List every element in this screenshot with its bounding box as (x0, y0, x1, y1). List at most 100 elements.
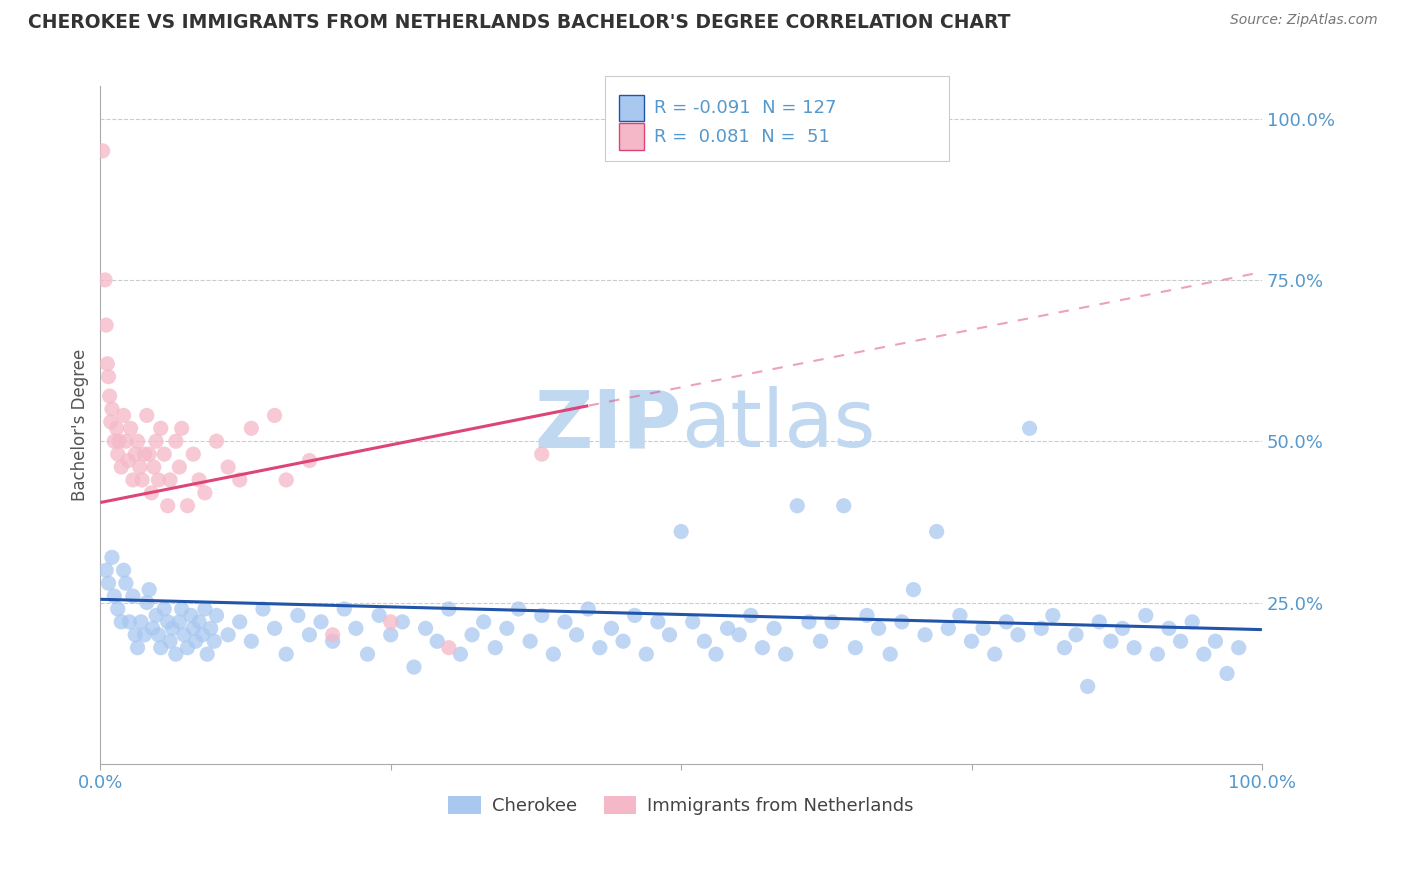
Point (124, 447, 146, 461)
Text: CHEROKEE VS IMMIGRANTS FROM NETHERLANDS BACHELOR'S DEGREE CORRELATION CHART: CHEROKEE VS IMMIGRANTS FROM NETHERLANDS … (28, 13, 1011, 32)
Point (856, 608, 879, 623)
Point (669, 524, 692, 539)
Point (925, 524, 948, 539)
Point (184, 634, 207, 648)
Point (426, 634, 449, 648)
Text: R = -0.091  N = 127: R = -0.091 N = 127 (654, 99, 837, 117)
Legend: Cherokee, Immigrants from Netherlands: Cherokee, Immigrants from Netherlands (441, 789, 921, 822)
Point (128, 460, 150, 475)
Point (380, 615, 402, 629)
Point (276, 473, 298, 487)
Text: ZIP: ZIP (534, 386, 681, 464)
Point (194, 602, 217, 616)
Point (380, 628, 402, 642)
Point (170, 602, 193, 616)
Point (94, 273, 117, 287)
Point (298, 453, 321, 467)
Point (148, 628, 170, 642)
Point (276, 647, 298, 661)
Point (530, 447, 553, 461)
Point (149, 421, 172, 435)
Point (461, 628, 484, 642)
Point (287, 608, 309, 623)
Point (415, 621, 437, 635)
Point (153, 447, 176, 461)
Point (356, 647, 378, 661)
Point (1111, 621, 1133, 635)
Point (240, 421, 263, 435)
Point (543, 647, 565, 661)
Point (263, 409, 285, 423)
Point (103, 589, 125, 603)
Point (127, 640, 149, 655)
Point (194, 486, 217, 500)
Point (134, 628, 156, 642)
Point (122, 589, 145, 603)
Point (879, 647, 901, 661)
Point (763, 621, 786, 635)
Point (868, 621, 890, 635)
Point (658, 628, 681, 642)
Point (141, 486, 163, 500)
Point (344, 621, 367, 635)
Point (101, 550, 124, 565)
Point (844, 640, 866, 655)
Point (120, 421, 142, 435)
Point (188, 473, 211, 487)
Point (142, 621, 165, 635)
Point (983, 647, 1005, 661)
Point (127, 434, 149, 449)
Point (205, 434, 228, 449)
Point (1053, 640, 1076, 655)
Point (217, 460, 239, 475)
Point (170, 421, 193, 435)
Point (1192, 647, 1215, 661)
Point (205, 608, 228, 623)
Point (101, 401, 124, 416)
Point (449, 647, 471, 661)
Point (98, 389, 121, 403)
Point (472, 615, 495, 629)
Point (1181, 615, 1204, 629)
Point (149, 640, 172, 655)
Point (612, 634, 634, 648)
Point (229, 615, 252, 629)
Point (252, 602, 274, 616)
Point (135, 409, 157, 423)
Point (1170, 634, 1192, 648)
Point (107, 602, 129, 616)
Point (589, 640, 612, 655)
Point (890, 615, 912, 629)
Point (322, 634, 344, 648)
Point (91, 144, 114, 158)
Point (145, 608, 167, 623)
Point (169, 460, 191, 475)
Point (565, 628, 588, 642)
Point (240, 634, 263, 648)
Point (105, 421, 128, 435)
Point (108, 434, 131, 449)
Point (995, 615, 1018, 629)
Point (135, 595, 157, 609)
Point (298, 628, 321, 642)
Point (110, 615, 132, 629)
Point (159, 473, 181, 487)
Point (263, 621, 285, 635)
Point (600, 621, 623, 635)
Point (960, 634, 983, 648)
Point (142, 460, 165, 475)
Point (165, 434, 187, 449)
Point (138, 582, 160, 597)
Point (682, 615, 704, 629)
Point (200, 621, 222, 635)
Point (96, 563, 118, 577)
Point (162, 621, 184, 635)
Point (145, 434, 167, 449)
Point (165, 647, 187, 661)
Point (181, 621, 204, 635)
Point (368, 608, 391, 623)
Point (112, 409, 135, 423)
Point (437, 640, 460, 655)
Point (1031, 621, 1053, 635)
Point (1077, 680, 1099, 694)
